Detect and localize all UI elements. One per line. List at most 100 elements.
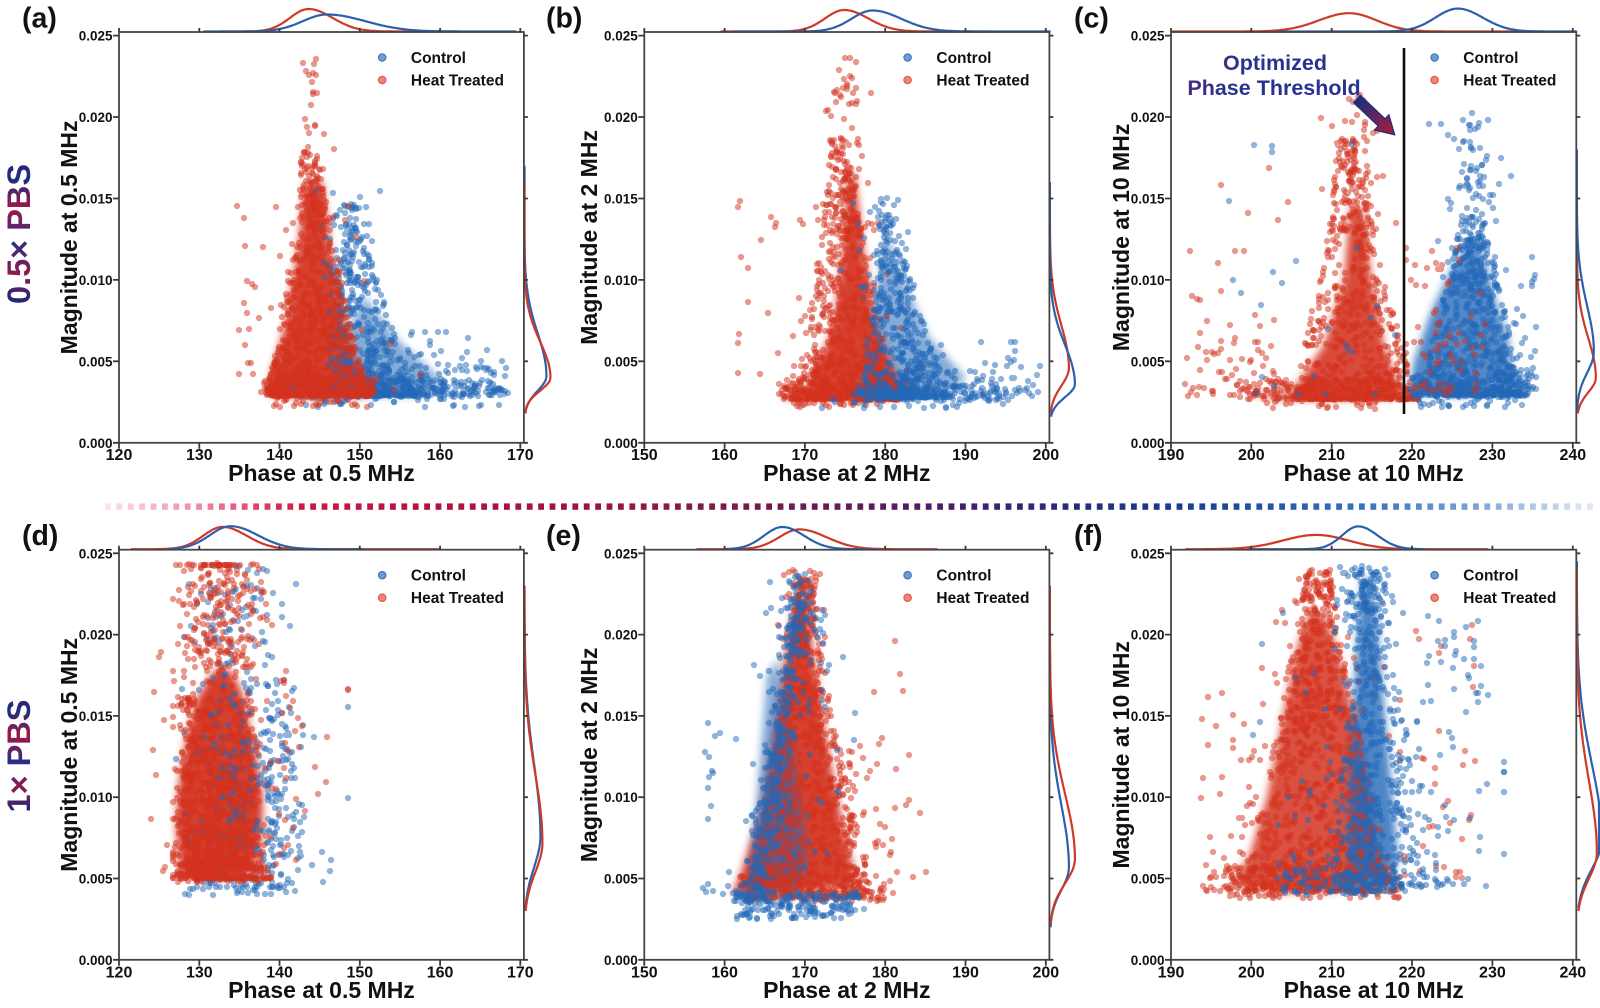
svg-text:0.010: 0.010: [1131, 273, 1165, 288]
svg-text:160: 160: [711, 447, 738, 464]
svg-text:0.015: 0.015: [1131, 709, 1165, 724]
svg-text:(d): (d): [22, 520, 58, 552]
svg-text:0.025: 0.025: [79, 29, 113, 44]
svg-text:0.025: 0.025: [604, 29, 638, 44]
svg-text:Heat Treated: Heat Treated: [1463, 73, 1556, 90]
svg-text:130: 130: [186, 447, 213, 464]
svg-text:160: 160: [427, 447, 454, 464]
svg-text:0.025: 0.025: [1131, 29, 1165, 44]
svg-text:0.005: 0.005: [79, 872, 113, 887]
svg-text:Phase at 0.5 MHz: Phase at 0.5 MHz: [228, 460, 415, 486]
svg-text:Phase at 2 MHz: Phase at 2 MHz: [763, 460, 930, 486]
svg-text:0.020: 0.020: [604, 110, 638, 125]
svg-text:Heat Treated: Heat Treated: [1463, 590, 1556, 607]
svg-text:0.005: 0.005: [1131, 354, 1165, 369]
svg-text:Magnitude at 0.5 MHz: Magnitude at 0.5 MHz: [56, 120, 82, 354]
svg-text:0.010: 0.010: [79, 790, 113, 805]
svg-text:200: 200: [1238, 964, 1265, 981]
svg-text:240: 240: [1559, 964, 1586, 981]
svg-text:0.010: 0.010: [604, 273, 638, 288]
svg-text:140: 140: [266, 964, 293, 981]
svg-text:190: 190: [952, 447, 979, 464]
svg-text:0.000: 0.000: [1131, 436, 1165, 451]
svg-text:0.020: 0.020: [79, 110, 113, 125]
svg-text:0.020: 0.020: [604, 628, 638, 643]
svg-text:Magnitude at 2 MHz: Magnitude at 2 MHz: [576, 130, 602, 345]
svg-text:0.025: 0.025: [79, 546, 113, 561]
svg-text:Control: Control: [936, 568, 991, 585]
svg-text:0.000: 0.000: [1131, 953, 1165, 968]
svg-text:240: 240: [1559, 447, 1586, 464]
svg-text:0.005: 0.005: [1131, 872, 1165, 887]
svg-text:Phase Threshold: Phase Threshold: [1187, 76, 1360, 100]
svg-text:(b): (b): [546, 3, 582, 35]
svg-text:1× PBS: 1× PBS: [1, 700, 37, 813]
svg-text:210: 210: [1318, 964, 1345, 981]
svg-text:140: 140: [266, 447, 293, 464]
svg-text:150: 150: [631, 964, 658, 981]
svg-text:0.010: 0.010: [79, 273, 113, 288]
svg-text:0.020: 0.020: [79, 628, 113, 643]
svg-text:Control: Control: [1463, 50, 1518, 67]
svg-text:Phase at 10 MHz: Phase at 10 MHz: [1284, 977, 1464, 1003]
svg-text:0.015: 0.015: [604, 709, 638, 724]
svg-text:150: 150: [631, 447, 658, 464]
svg-text:0.025: 0.025: [1131, 546, 1165, 561]
svg-text:160: 160: [711, 964, 738, 981]
svg-text:0.5× PBS: 0.5× PBS: [1, 164, 37, 304]
svg-text:Optimized: Optimized: [1223, 51, 1327, 75]
svg-text:Heat Treated: Heat Treated: [411, 590, 504, 607]
svg-text:170: 170: [792, 447, 819, 464]
svg-text:Magnitude at 10 MHz: Magnitude at 10 MHz: [1108, 124, 1134, 351]
svg-text:0.000: 0.000: [79, 953, 113, 968]
svg-text:0.015: 0.015: [79, 192, 113, 207]
svg-text:Heat Treated: Heat Treated: [411, 73, 504, 90]
svg-text:210: 210: [1318, 447, 1345, 464]
svg-text:170: 170: [507, 964, 534, 981]
svg-text:150: 150: [346, 964, 373, 981]
svg-text:0.005: 0.005: [604, 354, 638, 369]
svg-text:Magnitude at 0.5 MHz: Magnitude at 0.5 MHz: [56, 638, 82, 872]
svg-text:0.020: 0.020: [1131, 110, 1165, 125]
svg-text:230: 230: [1479, 964, 1506, 981]
svg-text:200: 200: [1032, 447, 1059, 464]
svg-text:0.015: 0.015: [604, 192, 638, 207]
svg-text:(e): (e): [546, 520, 581, 552]
svg-text:Heat Treated: Heat Treated: [936, 73, 1029, 90]
svg-text:(f): (f): [1074, 520, 1102, 552]
svg-text:Control: Control: [411, 568, 466, 585]
svg-text:160: 160: [427, 964, 454, 981]
svg-text:180: 180: [872, 447, 899, 464]
svg-text:0.000: 0.000: [604, 953, 638, 968]
svg-text:220: 220: [1399, 964, 1426, 981]
svg-text:0.005: 0.005: [79, 354, 113, 369]
svg-text:120: 120: [106, 964, 133, 981]
svg-text:Control: Control: [1463, 568, 1518, 585]
svg-text:Phase at 2 MHz: Phase at 2 MHz: [763, 977, 930, 1003]
svg-text:Phase at 10 MHz: Phase at 10 MHz: [1284, 460, 1464, 486]
svg-text:200: 200: [1032, 964, 1059, 981]
svg-text:0.000: 0.000: [604, 436, 638, 451]
svg-text:Control: Control: [936, 50, 991, 67]
svg-text:190: 190: [1158, 964, 1185, 981]
svg-text:0.000: 0.000: [79, 436, 113, 451]
svg-text:0.015: 0.015: [1131, 192, 1165, 207]
svg-text:180: 180: [872, 964, 899, 981]
svg-text:130: 130: [186, 964, 213, 981]
svg-text:190: 190: [952, 964, 979, 981]
svg-text:170: 170: [792, 964, 819, 981]
svg-text:190: 190: [1158, 447, 1185, 464]
svg-text:150: 150: [346, 447, 373, 464]
svg-text:230: 230: [1479, 447, 1506, 464]
svg-text:Magnitude at 2 MHz: Magnitude at 2 MHz: [576, 647, 602, 862]
svg-text:0.025: 0.025: [604, 546, 638, 561]
svg-text:(c): (c): [1074, 3, 1109, 35]
svg-text:Phase at 0.5 MHz: Phase at 0.5 MHz: [228, 977, 415, 1003]
svg-text:Magnitude at 10 MHz: Magnitude at 10 MHz: [1108, 641, 1134, 868]
svg-text:120: 120: [106, 447, 133, 464]
svg-text:0.005: 0.005: [604, 872, 638, 887]
svg-text:0.020: 0.020: [1131, 628, 1165, 643]
svg-text:(a): (a): [22, 3, 57, 35]
svg-text:0.010: 0.010: [1131, 790, 1165, 805]
svg-text:Heat Treated: Heat Treated: [936, 590, 1029, 607]
